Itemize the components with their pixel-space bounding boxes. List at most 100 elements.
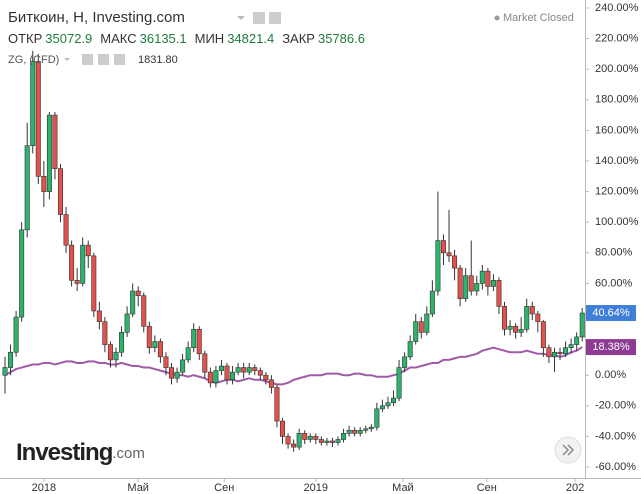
candle-body <box>196 328 202 355</box>
candle-body <box>513 325 519 333</box>
x-tick-label: 202 <box>566 482 584 494</box>
candle-body <box>185 347 191 361</box>
candle-body <box>63 214 69 246</box>
candle-body <box>479 270 485 284</box>
scroll-icon <box>562 444 575 456</box>
candle-body <box>2 367 8 376</box>
candle-body <box>35 61 41 177</box>
candle-body <box>418 321 424 333</box>
y-tick-label: -40.00% <box>595 430 636 442</box>
settings-icon[interactable] <box>269 12 281 24</box>
candle-body <box>13 316 19 353</box>
settings-icon[interactable] <box>253 12 265 24</box>
dropdown-arrow[interactable] <box>64 58 70 61</box>
candle-body <box>424 313 430 333</box>
candle-body <box>119 332 125 353</box>
candle-body <box>130 290 136 315</box>
x-tick-label: Сен <box>477 482 497 494</box>
candle-body <box>19 229 25 318</box>
candle-body <box>574 336 580 345</box>
candle-body <box>563 347 569 355</box>
candle-body <box>313 436 319 440</box>
overlay-icon[interactable] <box>82 54 93 65</box>
y-tick-label: 100.00% <box>595 216 639 228</box>
status-dot <box>494 15 500 21</box>
candle-body <box>230 371 236 381</box>
candle-body <box>257 370 263 376</box>
ohlc-value: 35786.6 <box>318 31 365 46</box>
candle-body <box>385 402 391 407</box>
candle-body <box>518 328 524 333</box>
candle-body <box>446 252 452 257</box>
ohlc-value: 34821.4 <box>227 31 274 46</box>
candle-body <box>8 351 14 368</box>
candle-body <box>285 436 291 445</box>
candle-body <box>368 426 374 430</box>
candle-body <box>379 405 385 410</box>
ohlc-value: 35072.9 <box>45 31 92 46</box>
candle-body <box>246 367 252 373</box>
candle-body <box>496 280 502 307</box>
candle-body <box>280 420 286 437</box>
overlay-icon[interactable] <box>98 54 109 65</box>
candle-body <box>24 145 30 231</box>
candle-body <box>207 371 213 384</box>
candle-body <box>468 275 474 292</box>
candle-body <box>318 439 324 443</box>
candle-body <box>91 255 97 312</box>
candle-body <box>141 295 147 327</box>
candle-body <box>457 267 463 300</box>
candle-body <box>302 433 308 440</box>
candle-body <box>163 356 169 368</box>
y-tick-label: -60.00% <box>595 461 636 473</box>
candle-body <box>180 359 186 373</box>
candle-body <box>307 436 313 440</box>
candle-body <box>507 325 513 330</box>
candle-body <box>135 290 141 296</box>
ohlc-label: МИН <box>195 31 225 46</box>
candle-body <box>107 344 113 361</box>
y-tick-label: -20.00% <box>595 400 636 412</box>
candle-body <box>579 312 585 338</box>
y-tick-label: 240.00% <box>595 2 639 14</box>
candle-body <box>568 344 574 348</box>
candle-body <box>52 114 58 169</box>
candle-body <box>157 341 163 358</box>
candle-body <box>463 275 469 300</box>
dropdown-arrow[interactable] <box>237 16 245 20</box>
candle-body <box>529 306 535 315</box>
y-tick-label: 120.00% <box>595 186 639 198</box>
plot-area <box>2 50 585 452</box>
candle-body <box>274 387 280 422</box>
candle-body <box>224 365 230 381</box>
overlay-icon[interactable] <box>114 54 125 65</box>
ohlc-label: МАКС <box>100 31 136 46</box>
candle-body <box>268 379 274 388</box>
candle-body <box>357 429 363 434</box>
candle-body <box>113 351 119 361</box>
candle-body <box>102 321 108 345</box>
overlay-name: ZG, (CFD) <box>8 54 59 66</box>
logo-name: Investing <box>16 439 113 466</box>
candle-body <box>391 397 397 404</box>
candle-body <box>557 351 563 355</box>
x-tick-label: Май <box>392 482 414 494</box>
chart-title: Биткоин, Н, Investing.com <box>8 9 185 26</box>
candle-body <box>57 168 63 215</box>
candle-body <box>402 356 408 368</box>
y-tick-label: 140.00% <box>595 155 639 167</box>
candle-body <box>169 367 175 379</box>
overlay-line <box>4 346 583 386</box>
candle-body <box>324 440 330 443</box>
candle-body <box>252 367 258 371</box>
market-status: Market Closed <box>503 12 574 24</box>
candle-body <box>407 341 413 358</box>
candle-body <box>502 306 508 330</box>
candle-body <box>202 353 208 373</box>
candle-body <box>374 408 380 428</box>
candle-body <box>146 325 152 348</box>
logo: Investing.com <box>16 439 145 466</box>
last-price-label: 40.64% <box>592 307 630 319</box>
ohlc-value: 36135.1 <box>140 31 187 46</box>
